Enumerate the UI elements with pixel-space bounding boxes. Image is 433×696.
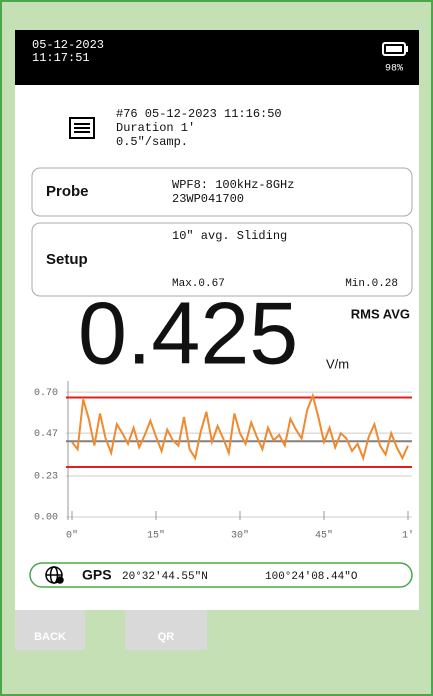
- gps-label: GPS: [82, 567, 112, 583]
- gps-box: [29, 562, 413, 588]
- status-bar: [15, 30, 419, 85]
- time: 11:17:51: [32, 51, 90, 65]
- session-info: #76 05-12-2023 11:16:50: [116, 107, 282, 121]
- y-tick-label: 0.47: [34, 429, 58, 440]
- file-icon: [69, 117, 95, 139]
- x-tick-label: 45": [315, 530, 333, 542]
- x-tick-label: 0": [66, 530, 78, 542]
- setup-max: Max.0.67: [172, 278, 225, 290]
- back-button[interactable]: [15, 610, 85, 650]
- reading-value: 0.425: [78, 283, 298, 382]
- globe-icon: [45, 566, 64, 584]
- qr-button[interactable]: [125, 610, 207, 650]
- gps-lat: 20°32'44.55"N: [122, 571, 208, 583]
- probe-serial: 23WP041700: [172, 192, 244, 206]
- probe-model: WPF8: 100kHz-8GHz: [172, 178, 294, 192]
- setup-label: Setup: [46, 251, 88, 268]
- probe-box: [31, 167, 413, 217]
- x-tick-label: 1': [402, 530, 414, 542]
- gps-lon: 100°24'08.44"O: [265, 571, 358, 583]
- x-tick-label: 15": [147, 530, 165, 542]
- battery-icon: [382, 42, 408, 56]
- date: 05-12-2023: [32, 38, 104, 52]
- back-label[interactable]: BACK: [34, 631, 66, 643]
- reading-mode: RMS AVG: [351, 306, 410, 321]
- battery-level: 98%: [385, 64, 403, 75]
- qr-label[interactable]: QR: [158, 631, 175, 643]
- setup-min: Min.0.28: [345, 278, 398, 290]
- y-tick-label: 0.70: [34, 388, 58, 399]
- setup-mode: 10" avg. Sliding: [172, 229, 287, 243]
- probe-label: Probe: [46, 183, 89, 200]
- reading-unit: V/m: [326, 356, 349, 371]
- y-tick-label: 0.23: [34, 472, 58, 483]
- setup-box: [31, 222, 413, 297]
- session-rate: 0.5"/samp.: [116, 135, 188, 149]
- y-tick-label: 0.00: [34, 513, 58, 524]
- session-duration: Duration 1': [116, 121, 195, 135]
- trace: [71, 392, 409, 462]
- x-tick-label: 30": [231, 530, 249, 542]
